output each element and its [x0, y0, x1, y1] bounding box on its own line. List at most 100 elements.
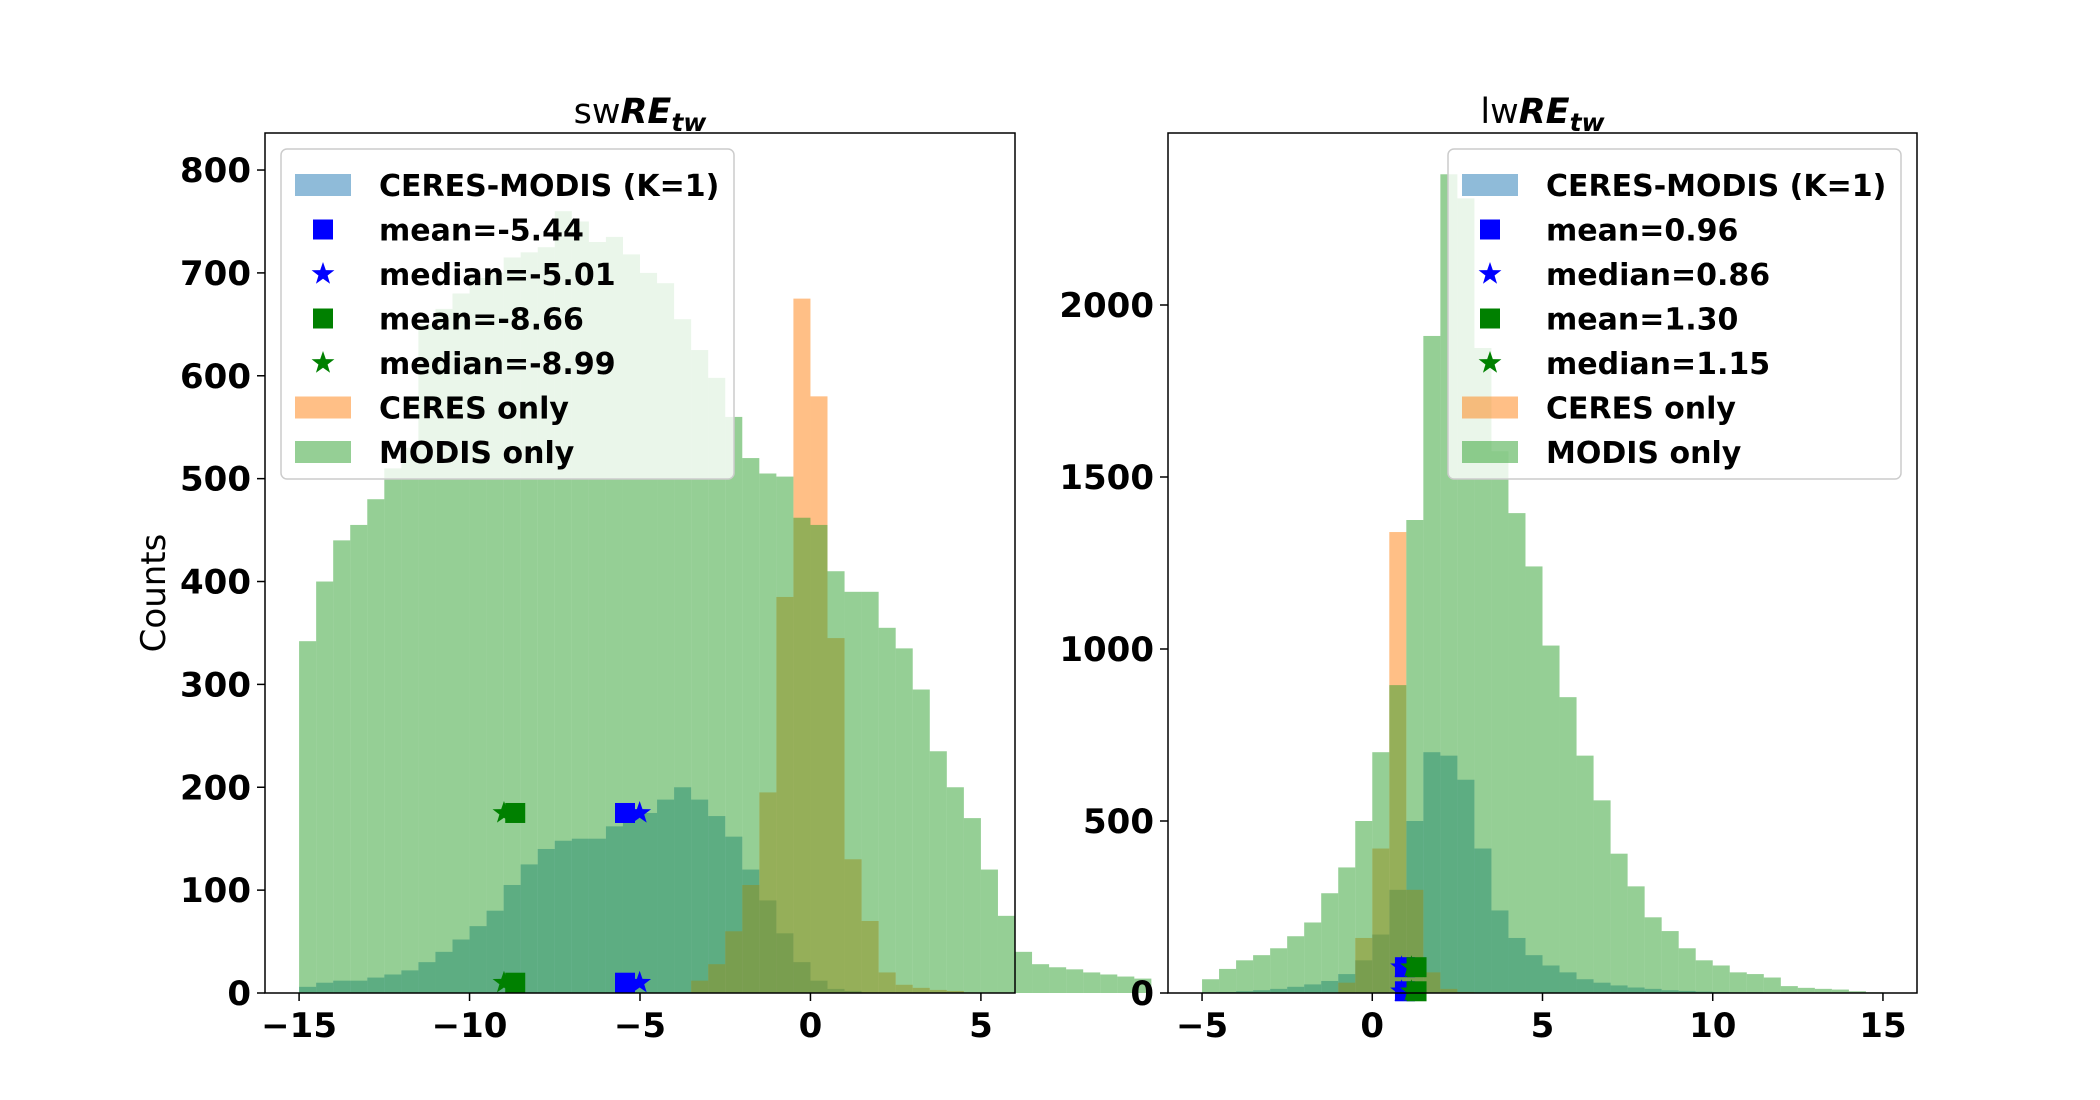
- left-legend-label: CERES-MODIS (K=1): [379, 169, 719, 204]
- left-bar-modis-only: [674, 319, 692, 993]
- right-bar-modis-only: [1746, 974, 1764, 993]
- right-legend-label: CERES only: [1546, 392, 1736, 427]
- left-legend-label: median=-8.99: [379, 347, 616, 382]
- right-bar-modis-only: [1219, 968, 1237, 993]
- right-legend-square-icon: [1480, 308, 1500, 329]
- left-bar-modis-only: [1032, 964, 1050, 993]
- left-bar-modis-only: [1049, 967, 1067, 993]
- right-y-tick-label: 0: [1130, 974, 1154, 1014]
- left-square-marker: [505, 802, 526, 823]
- right-bar-modis-only: [1202, 979, 1220, 993]
- left-bar-modis-only: [1083, 972, 1101, 993]
- left-bar-modis-only: [401, 447, 419, 993]
- left-legend-label: median=-5.01: [379, 258, 616, 293]
- left-title-main: RE: [620, 92, 671, 132]
- left-bar-modis-only: [691, 350, 709, 993]
- left-x-tick-label: −15: [261, 1006, 337, 1046]
- left-bar-modis-only: [810, 524, 828, 993]
- left-y-tick-label: 800: [180, 151, 251, 191]
- left-title-prefix: sw: [574, 92, 621, 132]
- right-star-marker: [1390, 955, 1413, 977]
- right-bar-modis-only: [1389, 685, 1407, 993]
- left-bar-modis-only: [929, 751, 947, 993]
- right-bar-modis-only: [1780, 986, 1798, 993]
- left-title: swREtw: [574, 92, 708, 137]
- right-legend-patch: [1462, 174, 1518, 196]
- right-bar-modis-only: [1678, 948, 1696, 993]
- left-bar-modis-only: [367, 499, 385, 993]
- right-bar-modis-only: [1406, 520, 1424, 993]
- left-bar-modis-only: [1100, 974, 1118, 993]
- left-legend-patch: [295, 396, 351, 419]
- right-bar-modis-only: [1491, 451, 1509, 993]
- right-bar-modis-only: [1236, 960, 1254, 993]
- left-bar-modis-only: [742, 458, 760, 993]
- right-bar-modis-only: [1712, 965, 1730, 993]
- right-bar-modis-only: [1695, 960, 1713, 993]
- right-bar-modis-only: [1372, 752, 1390, 993]
- right-y-tick-label: 2000: [1059, 286, 1154, 326]
- left-stat-markers: [492, 800, 652, 993]
- right-x-tick-label: 5: [1531, 1006, 1555, 1046]
- right-star-marker: [1390, 979, 1413, 1001]
- left-legend-star-icon: [311, 262, 335, 284]
- right-bar-modis-only: [1797, 987, 1815, 993]
- left-bar-modis-only: [708, 377, 726, 994]
- right-y-tick-label: 500: [1083, 802, 1154, 842]
- left-y-axis-label: Counts: [134, 534, 174, 653]
- left-bar-modis-only: [759, 473, 777, 993]
- left-legend-square-icon: [313, 308, 333, 329]
- right-legend-label: MODIS only: [1546, 436, 1742, 471]
- right-bar-modis-only: [1831, 989, 1849, 993]
- left-legend-star-icon: [311, 351, 335, 373]
- right-axes: −5 0 5 10 15 0 500 1000 1500 2000: [1059, 132, 1918, 1046]
- right-x-tick-label: −5: [1176, 1006, 1228, 1046]
- left-bar-modis-only: [1015, 951, 1033, 993]
- right-bar-modis-only: [1508, 513, 1526, 993]
- right-bar-modis-only: [1338, 867, 1356, 993]
- right-bar-modis-only: [1661, 931, 1679, 993]
- left-bar-modis-only: [1117, 976, 1135, 993]
- right-title-prefix: lw: [1480, 92, 1518, 132]
- left-bar-modis-only: [299, 641, 317, 993]
- right-x-tick-label: 10: [1689, 1006, 1736, 1046]
- left-bar-modis-only: [878, 627, 896, 993]
- right-bar-modis-only: [1644, 917, 1662, 993]
- left-legend-label: MODIS only: [379, 436, 575, 471]
- right-bar-modis-only: [1814, 988, 1832, 993]
- right-legend-box: [1447, 148, 1902, 480]
- left-bar-modis-only: [793, 517, 811, 993]
- left-bar-modis-only: [350, 524, 368, 993]
- left-legend-label: CERES only: [379, 392, 569, 427]
- right-bar-modis-only: [1610, 853, 1628, 993]
- right-series-modis-only: [1202, 174, 1883, 994]
- left-bar-modis-only: [316, 581, 334, 993]
- right-legend-label: median=0.86: [1546, 258, 1770, 293]
- left-title-sub: tw: [671, 108, 707, 137]
- left-star-marker: [492, 800, 516, 823]
- left-legend-square-icon: [313, 219, 333, 240]
- right-histogram-bars: [1202, 174, 1883, 994]
- right-legend-label: CERES-MODIS (K=1): [1546, 169, 1886, 204]
- left-bar-modis-only: [963, 818, 981, 993]
- left-x-tick-label: −10: [432, 1006, 508, 1046]
- left-bar-modis-only: [980, 869, 998, 993]
- left-star-marker: [628, 970, 652, 993]
- left-bar-modis-only: [776, 476, 794, 994]
- right-bar-modis-only: [1474, 348, 1492, 993]
- left-y-tick-label: 0: [227, 974, 251, 1014]
- left-bar-modis-only: [912, 689, 930, 993]
- left-bar-modis-only: [895, 648, 913, 993]
- left-y-tick-label: 400: [180, 563, 251, 603]
- left-y-tick-label: 600: [180, 357, 251, 397]
- left-legend-label: mean=-8.66: [379, 303, 584, 338]
- left-bar-modis-only: [725, 416, 743, 993]
- right-star-marker: [1400, 979, 1423, 1001]
- right-stat-markers: [1390, 955, 1427, 1002]
- left-star-marker: [492, 970, 516, 993]
- right-bar-modis-only: [1593, 800, 1611, 993]
- right-legend-label: mean=0.96: [1546, 214, 1738, 249]
